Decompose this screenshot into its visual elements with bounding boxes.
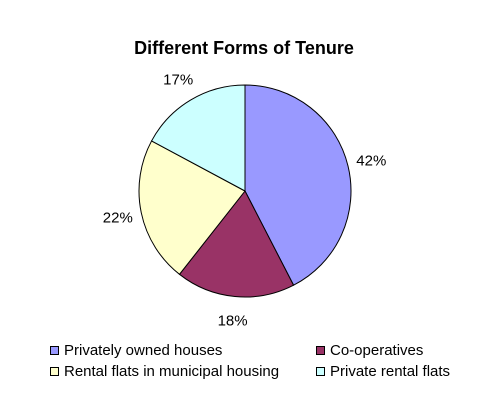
slice-data-label: 22% — [103, 210, 133, 227]
slice-data-label: 17% — [163, 72, 193, 89]
pie-slice-privately-owned-houses — [244, 84, 352, 286]
pie-slice-rental-flats-in-municipal-housing — [138, 140, 246, 276]
pie-slice-private-rental-flats — [150, 84, 246, 192]
slice-data-label: 42% — [356, 152, 386, 169]
pie-slice-co-operatives — [178, 190, 295, 298]
slice-data-label: 18% — [218, 312, 248, 329]
chart-title: Different Forms of Tenure — [134, 38, 354, 58]
